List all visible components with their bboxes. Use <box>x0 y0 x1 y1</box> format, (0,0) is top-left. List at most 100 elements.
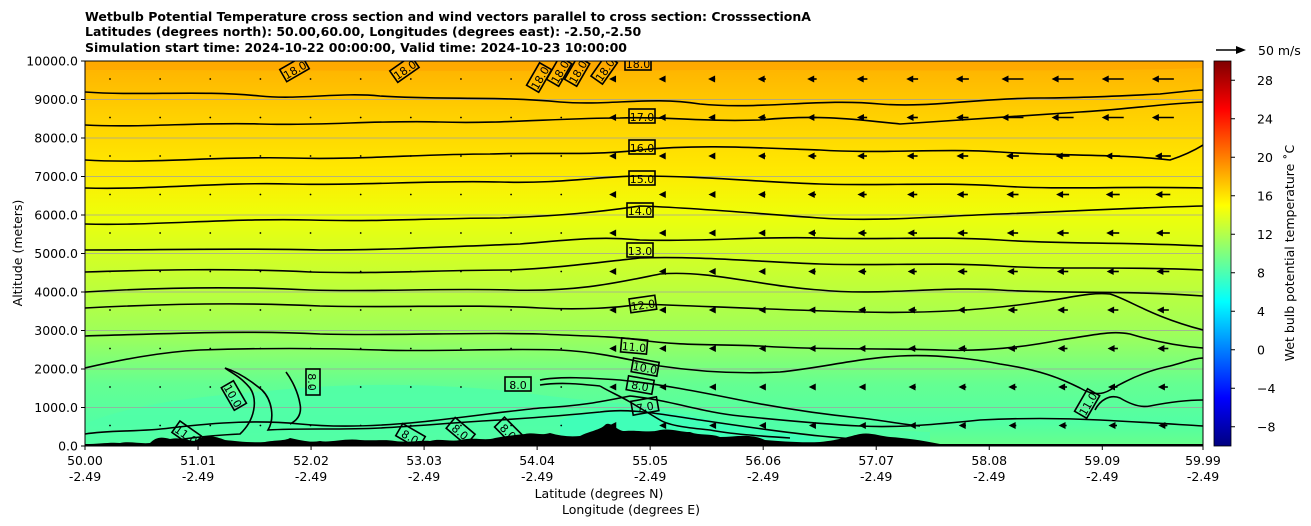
wind-dot <box>409 155 412 157</box>
wind-dot <box>510 232 512 234</box>
contour-label-bg <box>388 61 421 84</box>
wind-arrow-head <box>609 268 617 275</box>
wind-arrow-head <box>1155 229 1163 237</box>
wind-dot <box>359 232 362 234</box>
wind-arrow-head <box>1101 114 1109 121</box>
x-tick-label-lat: 57.07 <box>858 453 894 468</box>
contour-label-group: 8.0 <box>305 368 321 396</box>
wind-dot <box>510 78 512 80</box>
contour-label-bg <box>626 242 654 258</box>
contour-label-group: 18.0 <box>624 61 652 71</box>
wind-dot <box>460 270 462 273</box>
wind-arrow-head <box>708 191 716 198</box>
wind-arrow-head <box>658 191 666 198</box>
wind-arrow-head <box>658 306 666 314</box>
wind-arrow-head <box>955 75 963 83</box>
wind-dot <box>309 386 312 388</box>
wind-dot <box>359 424 362 427</box>
wind-dot <box>309 116 312 119</box>
wind-dot <box>409 116 412 119</box>
wind-arrow-head <box>1001 75 1009 83</box>
contour-label-group: 15.0 <box>628 170 656 186</box>
wind-arrow-head <box>1051 114 1059 121</box>
x-tick-label-lon: -2.49 <box>973 469 1005 484</box>
contour-line <box>85 395 1203 435</box>
y-tick-label: 8000.0 <box>34 131 78 146</box>
wind-dot <box>560 116 563 119</box>
colorbar-ticks: −8 −4 0 4 8 12 16 20 24 28 <box>1231 73 1275 434</box>
contour-label: 14.0 <box>628 205 653 218</box>
wind-dot <box>359 347 362 350</box>
wind-dot <box>109 232 111 234</box>
wind-arrow-head <box>857 268 865 275</box>
wind-dot <box>109 424 111 427</box>
wind-dot <box>209 309 212 311</box>
wind-arrow-head <box>1151 114 1159 121</box>
wind-arrow-head <box>1058 383 1066 391</box>
wind-arrow-head <box>1106 268 1114 275</box>
colorbar-tick-label: 0 <box>1257 342 1265 357</box>
contour-label-bg <box>628 294 658 314</box>
wind-dot <box>259 78 262 80</box>
wind-dot <box>259 270 262 273</box>
wind-dot <box>209 270 212 273</box>
wind-dot <box>259 116 262 119</box>
wind-dot <box>259 424 262 427</box>
wind-arrow-head <box>1007 306 1015 314</box>
colorbar-tick-label: 28 <box>1257 73 1273 88</box>
wind-arrow-head <box>906 75 914 83</box>
wind-arrow-head <box>758 191 766 198</box>
contour-label: 11.0 <box>621 340 647 355</box>
wind-arrow-head <box>1107 345 1115 352</box>
contour-label: 15.0 <box>630 173 655 186</box>
contour-label: 7.0 <box>635 400 654 416</box>
wind-arrow-head <box>609 306 617 314</box>
x-tick-label-lat: 52.02 <box>293 453 329 468</box>
wind-dot <box>510 155 512 157</box>
title-line-1: Wetbulb Potential Temperature cross sect… <box>85 9 811 24</box>
wind-dot <box>560 232 563 234</box>
colorbar-tick-label: 16 <box>1257 188 1273 203</box>
wind-arrow-head <box>758 306 766 314</box>
wind-dot <box>259 193 262 196</box>
wind-dot <box>409 424 412 427</box>
wind-arrow-head <box>1008 383 1016 391</box>
contour-label-bg <box>545 61 573 88</box>
contour-line <box>85 256 1203 274</box>
wind-dot <box>460 424 462 427</box>
wind-dot <box>560 309 563 311</box>
x-axis: 50.00-2.4951.01-2.4952.02-2.4953.03-2.49… <box>67 446 1221 484</box>
wind-dot <box>259 155 262 157</box>
contour-line <box>599 385 791 439</box>
wind-dot <box>560 386 563 388</box>
wind-arrow-head <box>658 268 666 275</box>
wind-arrow-head <box>1158 422 1166 429</box>
contour-label-bg <box>589 61 619 86</box>
wind-arrow-head <box>907 268 915 275</box>
wind-arrow-head <box>956 191 964 198</box>
wind-arrow-head <box>758 268 766 275</box>
wind-arrow-head <box>1057 345 1065 352</box>
contour-label: 16.0 <box>630 142 655 155</box>
wind-arrow-head <box>807 152 815 160</box>
wind-arrow-head <box>907 306 915 314</box>
wind-arrow-head <box>1151 75 1159 83</box>
title-line-2: Latitudes (degrees north): 50.00,60.00, … <box>85 24 642 39</box>
wind-arrow-head <box>807 229 815 237</box>
x-tick-label-lat: 58.08 <box>971 453 1007 468</box>
wind-dot <box>309 232 312 234</box>
contour-line <box>539 382 601 387</box>
wind-arrow-head <box>658 152 666 160</box>
wind-dot <box>510 193 512 196</box>
x-tick-label-lat: 51.01 <box>180 453 216 468</box>
wind-arrow-head <box>1007 345 1015 352</box>
wind-arrow-head <box>609 229 617 237</box>
colorbar-tick-label: 12 <box>1257 227 1273 242</box>
warm-top <box>85 61 1203 71</box>
wind-dot <box>109 193 111 196</box>
wind-arrow-head <box>906 152 914 160</box>
wind-dot <box>460 155 462 157</box>
wind-arrow-head <box>659 345 667 352</box>
contour-label-bg <box>629 395 660 417</box>
